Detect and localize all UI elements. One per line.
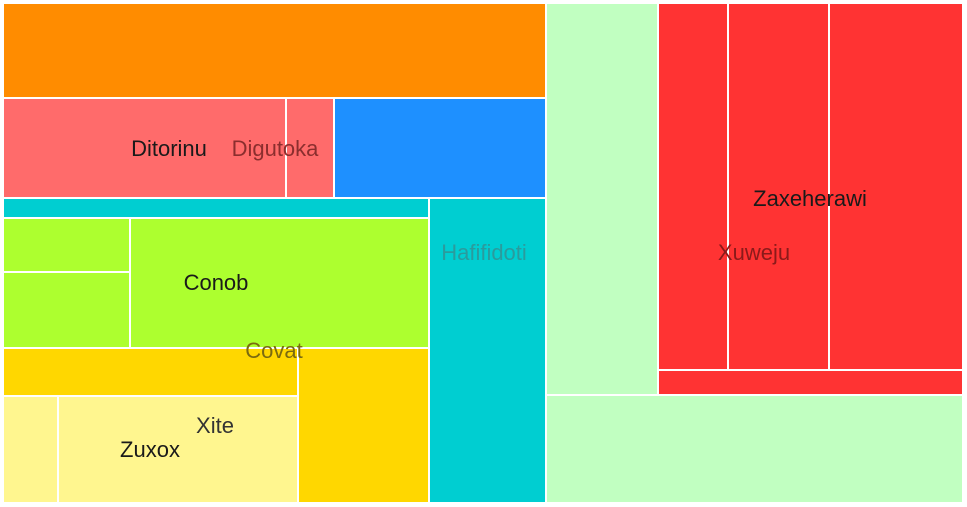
treemap-cell-8-0 bbox=[658, 3, 728, 370]
treemap-cell-3-0 bbox=[3, 198, 429, 218]
treemap-cell-5-1 bbox=[298, 348, 429, 503]
treemap-cell-8-3 bbox=[658, 370, 963, 395]
treemap-cell-3-1 bbox=[429, 198, 546, 503]
treemap-cell-7-0 bbox=[546, 3, 658, 395]
treemap-cell-8-1 bbox=[728, 3, 829, 370]
treemap-cell-8-2-zaxeherawi bbox=[829, 3, 963, 370]
treemap-cell-1-0-ditorinu bbox=[3, 98, 286, 198]
treemap-cell-4-2 bbox=[130, 218, 429, 348]
treemap-cell-4-0 bbox=[3, 218, 130, 272]
treemap-cell-6-1-zuxox bbox=[58, 396, 298, 503]
treemap-cell-4-1 bbox=[3, 272, 130, 348]
treemap-cell-6-0 bbox=[3, 396, 58, 503]
treemap-cell-0-0 bbox=[3, 3, 546, 98]
treemap-cell-5-0 bbox=[3, 348, 298, 396]
treemap-cell-2-0 bbox=[334, 98, 546, 198]
treemap-cell-1-1 bbox=[286, 98, 334, 198]
treemap-cell-7-1 bbox=[546, 395, 963, 503]
